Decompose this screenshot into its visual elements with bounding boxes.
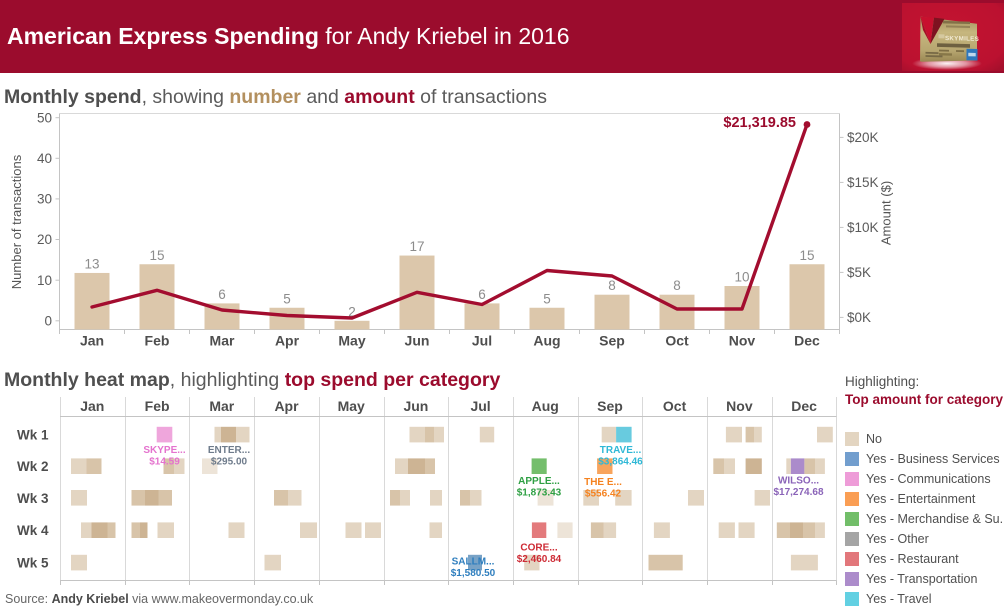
svg-text:Nov: Nov: [729, 333, 756, 349]
svg-text:2: 2: [348, 304, 356, 319]
svg-text:5: 5: [543, 291, 551, 306]
svg-text:CORE...: CORE...: [520, 543, 557, 554]
svg-text:Wk 2: Wk 2: [17, 459, 49, 474]
svg-text:$2,460.84: $2,460.84: [517, 554, 562, 565]
svg-text:Dec: Dec: [794, 333, 820, 349]
svg-text:Mar: Mar: [209, 398, 234, 414]
svg-text:Wk 3: Wk 3: [17, 491, 49, 506]
svg-text:50: 50: [37, 110, 52, 125]
svg-text:8: 8: [673, 278, 681, 293]
svg-text:8: 8: [608, 278, 616, 293]
svg-text:$1,580.50: $1,580.50: [451, 568, 496, 579]
svg-text:Dec: Dec: [791, 398, 817, 414]
svg-text:6: 6: [218, 287, 226, 302]
svg-text:Feb: Feb: [145, 398, 170, 414]
svg-text:Sep: Sep: [599, 333, 625, 349]
svg-text:17: 17: [409, 239, 424, 254]
svg-text:20: 20: [37, 232, 52, 247]
svg-text:Sep: Sep: [597, 398, 623, 414]
svg-text:5: 5: [283, 291, 291, 306]
svg-text:Jun: Jun: [403, 398, 428, 414]
svg-text:15: 15: [149, 248, 164, 263]
svg-text:May: May: [338, 398, 365, 414]
svg-text:Jul: Jul: [470, 398, 490, 414]
svg-text:$3,864.46: $3,864.46: [598, 457, 643, 468]
svg-text:SKYMILES: SKYMILES: [945, 35, 979, 43]
svg-text:Number of transactions: Number of transactions: [9, 154, 24, 289]
svg-text:30: 30: [37, 192, 52, 207]
svg-text:Amount ($): Amount ($): [879, 181, 894, 245]
svg-text:$21,319.85: $21,319.85: [723, 115, 796, 131]
svg-text:$10K: $10K: [847, 220, 879, 235]
svg-text:$15K: $15K: [847, 175, 879, 190]
svg-text:$295.00: $295.00: [211, 457, 248, 468]
svg-text:THE E...: THE E...: [584, 477, 622, 488]
svg-text:0: 0: [44, 314, 52, 329]
svg-text:$14.59: $14.59: [149, 457, 180, 468]
svg-text:SALLM...: SALLM...: [452, 557, 495, 568]
svg-text:Apr: Apr: [275, 333, 300, 349]
svg-text:13: 13: [84, 256, 99, 271]
svg-text:Aug: Aug: [532, 398, 559, 414]
svg-text:$1,873.43: $1,873.43: [517, 488, 562, 499]
svg-text:WILSO...: WILSO...: [778, 476, 819, 487]
svg-text:6: 6: [478, 287, 486, 302]
svg-text:Oct: Oct: [663, 398, 687, 414]
svg-text:Jul: Jul: [472, 333, 492, 349]
svg-text:May: May: [338, 333, 365, 349]
svg-text:Nov: Nov: [726, 398, 753, 414]
svg-text:SKYPE...: SKYPE...: [143, 445, 185, 456]
svg-text:Jun: Jun: [405, 333, 430, 349]
svg-text:$5K: $5K: [847, 265, 871, 280]
svg-text:10: 10: [37, 273, 52, 288]
svg-text:$0K: $0K: [847, 310, 871, 325]
svg-text:Feb: Feb: [145, 333, 170, 349]
svg-text:$556.42: $556.42: [585, 489, 622, 500]
svg-text:Jan: Jan: [80, 398, 104, 414]
svg-text:Wk 4: Wk 4: [17, 523, 49, 538]
svg-text:40: 40: [37, 151, 52, 166]
svg-text:15: 15: [799, 248, 814, 263]
svg-text:TRAVE...: TRAVE...: [600, 445, 642, 456]
svg-text:10: 10: [734, 270, 749, 285]
svg-text:Wk 5: Wk 5: [17, 556, 49, 571]
svg-text:Wk 1: Wk 1: [17, 428, 49, 443]
svg-text:Mar: Mar: [210, 333, 235, 349]
svg-text:$17,274.68: $17,274.68: [773, 487, 823, 498]
svg-text:Jan: Jan: [80, 333, 104, 349]
svg-text:Apr: Apr: [274, 398, 299, 414]
svg-text:$20K: $20K: [847, 130, 879, 145]
svg-text:APPLE...: APPLE...: [518, 476, 560, 487]
svg-text:Aug: Aug: [533, 333, 560, 349]
svg-text:Oct: Oct: [665, 333, 689, 349]
svg-text:ENTER...: ENTER...: [208, 445, 250, 456]
